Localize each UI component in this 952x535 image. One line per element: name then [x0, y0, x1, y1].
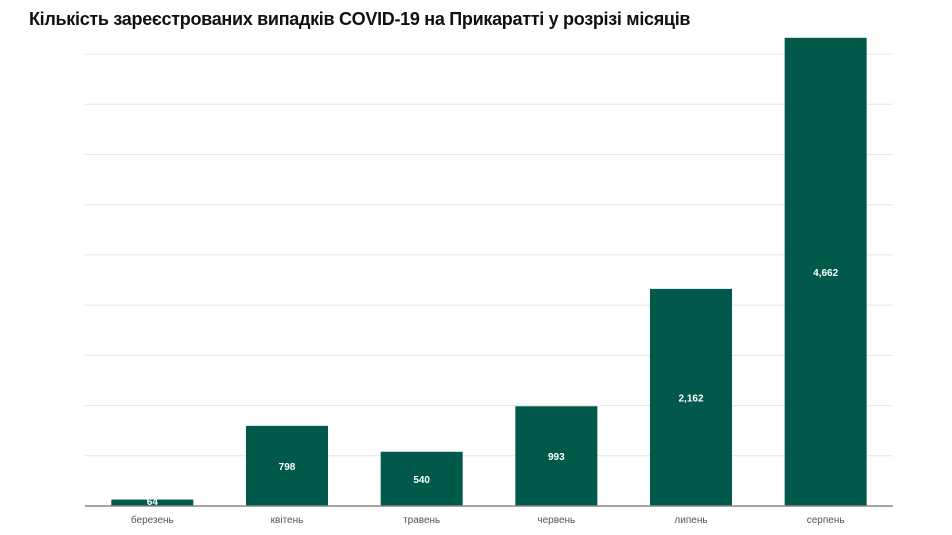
data-label: 4,662 — [813, 268, 838, 279]
data-label: 540 — [413, 475, 430, 486]
chart-title: Кількість зареєстрованих випадків COVID-… — [29, 9, 691, 29]
x-tick-label: серпень — [807, 515, 845, 526]
x-tick-label: травень — [403, 515, 440, 526]
data-label: 64 — [147, 497, 159, 508]
x-tick-label: березень — [131, 514, 174, 526]
bar-серпень — [784, 37, 867, 507]
bar-липень — [650, 288, 732, 506]
bar-березень — [111, 499, 194, 506]
x-tick-label: липень — [674, 515, 707, 526]
bar-травень — [380, 451, 463, 506]
data-label: 2,162 — [678, 393, 703, 404]
bar-квітень — [246, 425, 328, 506]
x-tick-label: квітень — [271, 515, 304, 526]
x-tick-label: червень — [537, 515, 575, 526]
data-label: 993 — [548, 452, 565, 463]
bar-червень — [515, 406, 598, 506]
data-label: 798 — [279, 462, 296, 473]
